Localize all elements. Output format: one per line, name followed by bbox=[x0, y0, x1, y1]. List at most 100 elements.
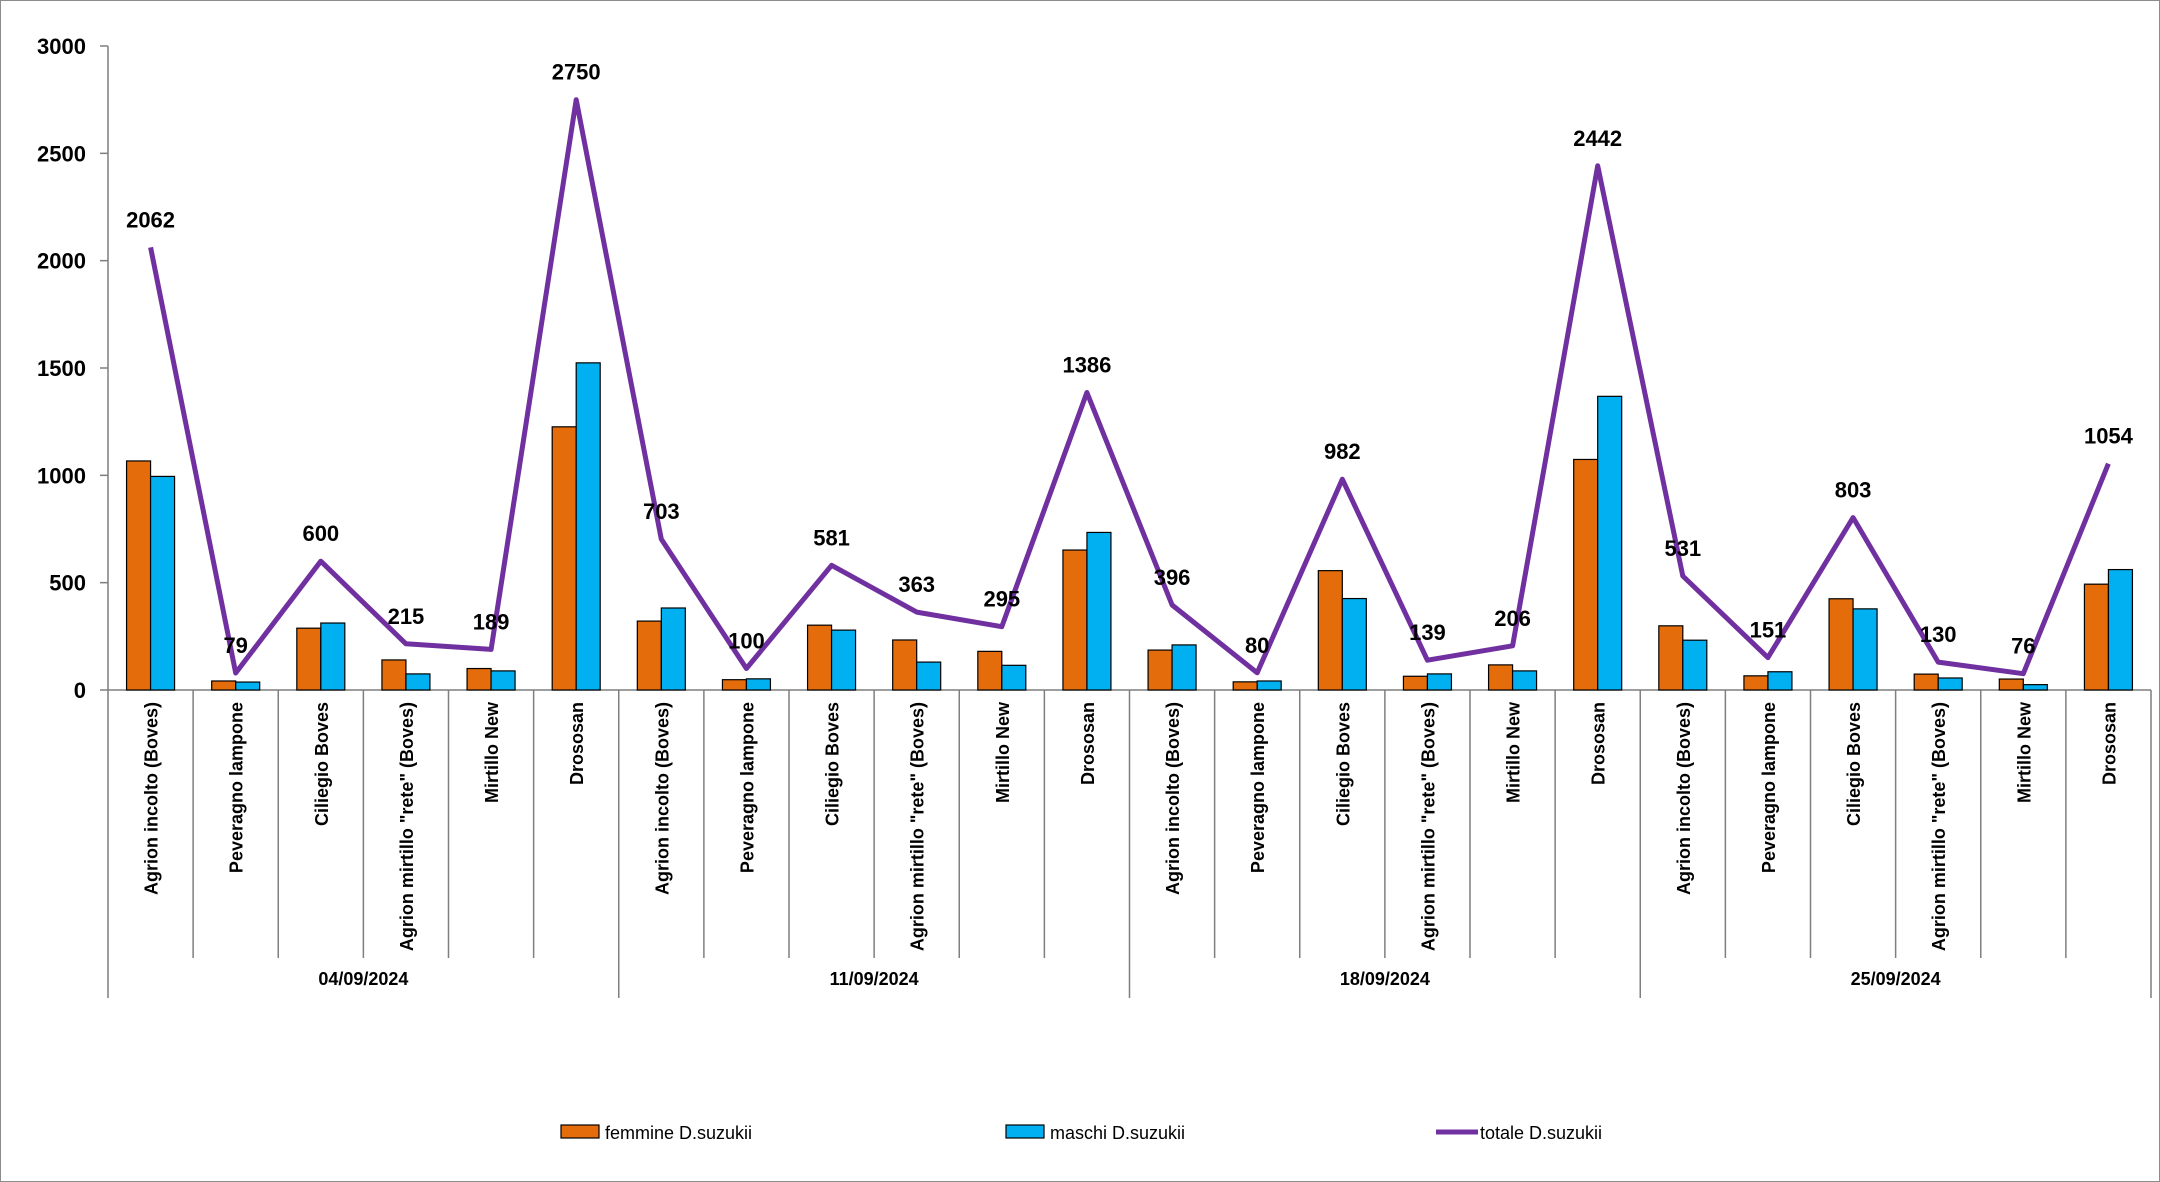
data-label: 139 bbox=[1409, 620, 1446, 645]
data-label: 2442 bbox=[1573, 126, 1622, 151]
category-label: Agrion mirtillo "rete" (Boves) bbox=[1929, 702, 1949, 951]
data-label: 189 bbox=[473, 609, 510, 634]
data-label: 396 bbox=[1154, 565, 1191, 590]
bar-maschi bbox=[149, 475, 176, 691]
legend-swatch bbox=[560, 1124, 600, 1139]
data-label: 1054 bbox=[2084, 424, 2134, 449]
bar-femmine bbox=[1402, 675, 1429, 691]
bar-femmine bbox=[1317, 570, 1343, 691]
bar-femmine bbox=[1998, 678, 2024, 691]
date-group-label: 18/09/2024 bbox=[1340, 969, 1430, 989]
bars bbox=[125, 362, 2134, 691]
category-label: Peveragno lampone bbox=[1759, 702, 1779, 873]
y-tick-label: 1000 bbox=[37, 463, 86, 488]
bar-maschi bbox=[575, 362, 601, 691]
data-label: 600 bbox=[302, 521, 339, 546]
bar-maschi bbox=[1086, 531, 1112, 691]
bar-maschi bbox=[1171, 644, 1197, 691]
bar-femmine bbox=[1232, 681, 1258, 691]
category-label: Ciliegio Boves bbox=[1844, 702, 1864, 826]
bar-femmine bbox=[125, 460, 152, 691]
data-label: 2750 bbox=[552, 60, 601, 85]
category-label: Agrion incolto (Boves) bbox=[1674, 702, 1694, 895]
category-label: Peveragno lampone bbox=[1248, 702, 1268, 873]
total-line bbox=[148, 97, 2111, 677]
bar-femmine bbox=[296, 627, 322, 691]
category-label: Agrion mirtillo "rete" (Boves) bbox=[908, 702, 928, 951]
category-labels: Agrion incolto (Boves) Peveragno lampone C… bbox=[142, 701, 2120, 951]
data-label: 79 bbox=[223, 633, 247, 658]
legend: femmine D.suzukii maschi D.suzukii totale … bbox=[560, 1123, 1602, 1143]
bar-maschi bbox=[1682, 639, 1708, 691]
data-label: 982 bbox=[1324, 439, 1361, 464]
category-label: Mirtillo New bbox=[1504, 701, 1524, 803]
category-label: Drososan bbox=[2099, 702, 2119, 785]
bar-maschi bbox=[830, 629, 857, 691]
data-label: 803 bbox=[1835, 478, 1872, 503]
data-label: 130 bbox=[1920, 622, 1957, 647]
category-label: Agrion incolto (Boves) bbox=[652, 702, 672, 895]
bar-maschi bbox=[490, 670, 516, 691]
bar-maschi bbox=[1852, 608, 1878, 691]
date-group-labels: 04/09/2024 11/09/2024 18/09/2024 25/09/2024 bbox=[318, 969, 1940, 989]
category-label: Ciliegio Boves bbox=[312, 702, 332, 826]
bar-maschi bbox=[2022, 684, 2048, 691]
category-label: Agrion incolto (Boves) bbox=[1163, 702, 1183, 895]
category-label: Mirtillo New bbox=[2014, 701, 2034, 803]
bar-maschi bbox=[1426, 673, 1453, 691]
y-tick-label: 0 bbox=[74, 678, 86, 703]
category-label: Ciliegio Boves bbox=[823, 702, 843, 826]
y-tick-label: 500 bbox=[49, 571, 86, 596]
category-label: Peveragno lampone bbox=[737, 702, 757, 873]
bar-femmine bbox=[466, 667, 492, 691]
data-labels: 2062 79 600 215 189 2750 703 100 581 363 295 1386 39… bbox=[126, 60, 2134, 659]
bar-maschi bbox=[1511, 670, 1538, 691]
bar-femmine bbox=[1743, 675, 1769, 691]
data-label: 703 bbox=[643, 499, 680, 524]
legend-label: totale D.suzukii bbox=[1480, 1123, 1602, 1143]
y-axis-ticks: 0 500 1000 1500 2000 2500 3000 bbox=[37, 34, 108, 703]
bar-maschi bbox=[1001, 664, 1027, 691]
category-label: Agrion incolto (Boves) bbox=[142, 702, 162, 895]
bar-maschi bbox=[745, 678, 772, 691]
bar-femmine bbox=[1062, 549, 1088, 691]
legend-swatch bbox=[1005, 1124, 1045, 1139]
bar-maschi bbox=[320, 622, 346, 691]
date-group-label: 25/09/2024 bbox=[1851, 969, 1941, 989]
bar-maschi bbox=[1597, 395, 1623, 691]
category-label: Peveragno lampone bbox=[227, 702, 247, 873]
axis-lines bbox=[107, 46, 2152, 998]
bar-maschi bbox=[405, 673, 431, 691]
category-label: Drososan bbox=[1078, 702, 1098, 785]
data-label: 363 bbox=[898, 572, 935, 597]
y-tick-label: 2000 bbox=[37, 249, 86, 274]
data-label: 215 bbox=[388, 604, 425, 629]
data-label: 76 bbox=[2011, 634, 2035, 659]
bar-maschi bbox=[235, 681, 261, 691]
y-tick-label: 1500 bbox=[37, 356, 86, 381]
bar-femmine bbox=[1913, 673, 1939, 691]
bar-femmine bbox=[977, 650, 1003, 691]
data-label: 2062 bbox=[126, 207, 175, 232]
data-label: 1386 bbox=[1062, 352, 1111, 377]
category-label: Agrion mirtillo "rete" (Boves) bbox=[1418, 702, 1438, 951]
bar-maschi bbox=[1341, 597, 1367, 691]
bar-maschi bbox=[1767, 671, 1793, 691]
category-label: Mirtillo New bbox=[993, 701, 1013, 803]
bar-femmine bbox=[806, 624, 833, 691]
date-group-label: 11/09/2024 bbox=[830, 969, 919, 989]
bar-femmine bbox=[381, 659, 407, 691]
line-totale bbox=[148, 97, 2111, 677]
bar-femmine bbox=[2083, 583, 2110, 691]
data-label: 581 bbox=[813, 525, 850, 550]
category-label: Ciliegio Boves bbox=[1333, 702, 1353, 826]
category-label: Drososan bbox=[567, 702, 587, 785]
category-label: Agrion mirtillo "rete" (Boves) bbox=[397, 702, 417, 951]
category-label: Mirtillo New bbox=[482, 701, 502, 803]
bar-femmine bbox=[211, 680, 237, 691]
bar-femmine bbox=[892, 639, 918, 691]
data-label: 531 bbox=[1664, 536, 1701, 561]
bar-femmine bbox=[636, 620, 662, 691]
